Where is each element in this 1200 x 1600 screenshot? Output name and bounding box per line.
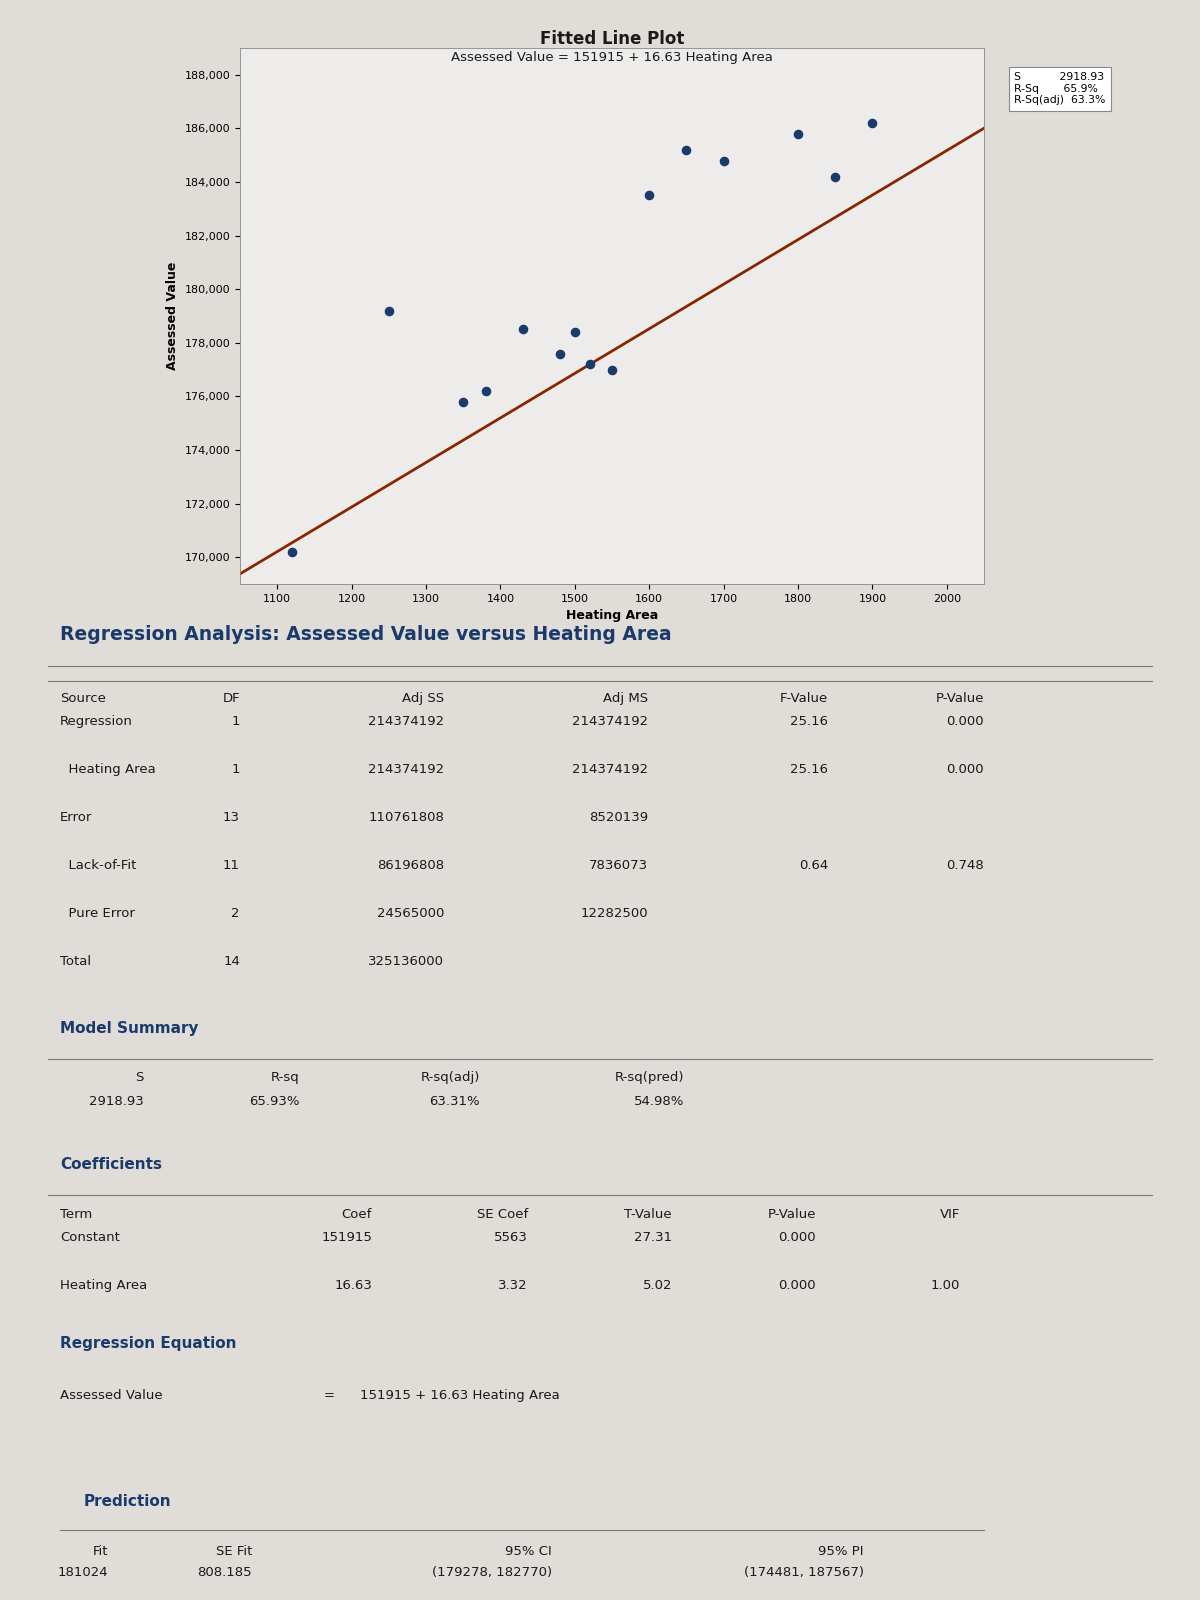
Text: 65.93%: 65.93% — [250, 1094, 300, 1107]
Point — [714, 147, 733, 173]
Text: 214374192: 214374192 — [572, 763, 648, 776]
Text: 0.748: 0.748 — [947, 859, 984, 872]
Text: 24565000: 24565000 — [377, 907, 444, 920]
Point — [551, 341, 570, 366]
Text: Adj SS: Adj SS — [402, 693, 444, 706]
Text: Model Summary: Model Summary — [60, 1021, 198, 1037]
Text: Source: Source — [60, 693, 106, 706]
Text: T-Value: T-Value — [624, 1208, 672, 1221]
Text: Total: Total — [60, 955, 91, 968]
Point — [640, 182, 659, 208]
Point — [282, 539, 301, 565]
Text: Prediction: Prediction — [84, 1494, 172, 1509]
Text: 11: 11 — [223, 859, 240, 872]
Point — [454, 389, 473, 414]
Text: Fit: Fit — [92, 1546, 108, 1558]
Text: 0.000: 0.000 — [947, 715, 984, 728]
Text: 25.16: 25.16 — [790, 715, 828, 728]
Text: DF: DF — [222, 693, 240, 706]
Text: 0.64: 0.64 — [799, 859, 828, 872]
Point — [476, 378, 496, 403]
Text: Lack-of-Fit: Lack-of-Fit — [60, 859, 137, 872]
Text: 25.16: 25.16 — [790, 763, 828, 776]
Text: 5.02: 5.02 — [642, 1278, 672, 1293]
Text: 1.00: 1.00 — [931, 1278, 960, 1293]
Text: 54.98%: 54.98% — [634, 1094, 684, 1107]
Text: Error: Error — [60, 811, 92, 824]
Text: Assessed Value: Assessed Value — [60, 1389, 163, 1402]
Text: Pure Error: Pure Error — [60, 907, 134, 920]
Text: 95% CI: 95% CI — [505, 1546, 552, 1558]
Text: Adj MS: Adj MS — [602, 693, 648, 706]
Text: 110761808: 110761808 — [368, 811, 444, 824]
Text: Heating Area: Heating Area — [60, 763, 156, 776]
Text: F-Value: F-Value — [780, 693, 828, 706]
Text: Assessed Value = 151915 + 16.63 Heating Area: Assessed Value = 151915 + 16.63 Heating … — [451, 51, 773, 64]
Text: SE Coef: SE Coef — [476, 1208, 528, 1221]
Text: R-sq(pred): R-sq(pred) — [614, 1072, 684, 1085]
Text: 214374192: 214374192 — [572, 715, 648, 728]
Point — [863, 110, 882, 136]
Text: 8520139: 8520139 — [589, 811, 648, 824]
Text: 16.63: 16.63 — [334, 1278, 372, 1293]
Text: Constant: Constant — [60, 1230, 120, 1245]
Text: Regression Equation: Regression Equation — [60, 1336, 236, 1350]
Point — [379, 298, 398, 323]
Text: Coef: Coef — [342, 1208, 372, 1221]
Text: 181024: 181024 — [58, 1566, 108, 1579]
Text: 151915: 151915 — [322, 1230, 372, 1245]
Text: Regression Analysis: Assessed Value versus Heating Area: Regression Analysis: Assessed Value vers… — [60, 626, 672, 643]
Text: 0.000: 0.000 — [779, 1278, 816, 1293]
Text: =: = — [324, 1389, 335, 1402]
Text: 0.000: 0.000 — [779, 1230, 816, 1245]
Text: 86196808: 86196808 — [377, 859, 444, 872]
Text: Fitted Line Plot: Fitted Line Plot — [540, 30, 684, 48]
Point — [602, 357, 622, 382]
Text: 5563: 5563 — [494, 1230, 528, 1245]
Text: 325136000: 325136000 — [368, 955, 444, 968]
Text: P-Value: P-Value — [768, 1208, 816, 1221]
Point — [580, 352, 599, 378]
Text: VIF: VIF — [940, 1208, 960, 1221]
Text: 12282500: 12282500 — [581, 907, 648, 920]
Text: Heating Area: Heating Area — [60, 1278, 148, 1293]
Text: 14: 14 — [223, 955, 240, 968]
Point — [826, 163, 845, 189]
Point — [788, 122, 808, 147]
Text: 63.31%: 63.31% — [430, 1094, 480, 1107]
Text: 1: 1 — [232, 763, 240, 776]
Text: (179278, 182770): (179278, 182770) — [432, 1566, 552, 1579]
Text: R-sq: R-sq — [271, 1072, 300, 1085]
Text: P-Value: P-Value — [936, 693, 984, 706]
Text: 13: 13 — [223, 811, 240, 824]
Text: 95% PI: 95% PI — [818, 1546, 864, 1558]
Text: S           2918.93
R-Sq       65.9%
R-Sq(adj)  63.3%: S 2918.93 R-Sq 65.9% R-Sq(adj) 63.3% — [1014, 72, 1105, 106]
Text: 2: 2 — [232, 907, 240, 920]
Text: R-sq(adj): R-sq(adj) — [421, 1072, 480, 1085]
Text: SE Fit: SE Fit — [216, 1546, 252, 1558]
Text: 3.32: 3.32 — [498, 1278, 528, 1293]
Y-axis label: Assessed Value: Assessed Value — [166, 262, 179, 370]
Text: 1: 1 — [232, 715, 240, 728]
Text: 27.31: 27.31 — [634, 1230, 672, 1245]
Point — [565, 320, 584, 346]
Text: 808.185: 808.185 — [197, 1566, 252, 1579]
Point — [677, 138, 696, 163]
Text: Regression: Regression — [60, 715, 133, 728]
Point — [514, 317, 533, 342]
Text: 7836073: 7836073 — [589, 859, 648, 872]
Text: Coefficients: Coefficients — [60, 1157, 162, 1173]
Text: 2918.93: 2918.93 — [89, 1094, 144, 1107]
Text: Term: Term — [60, 1208, 92, 1221]
Text: 214374192: 214374192 — [368, 715, 444, 728]
Text: (174481, 187567): (174481, 187567) — [744, 1566, 864, 1579]
Text: 214374192: 214374192 — [368, 763, 444, 776]
Text: 151915 + 16.63 Heating Area: 151915 + 16.63 Heating Area — [360, 1389, 559, 1402]
X-axis label: Heating Area: Heating Area — [566, 610, 658, 622]
Text: S: S — [136, 1072, 144, 1085]
Text: 0.000: 0.000 — [947, 763, 984, 776]
